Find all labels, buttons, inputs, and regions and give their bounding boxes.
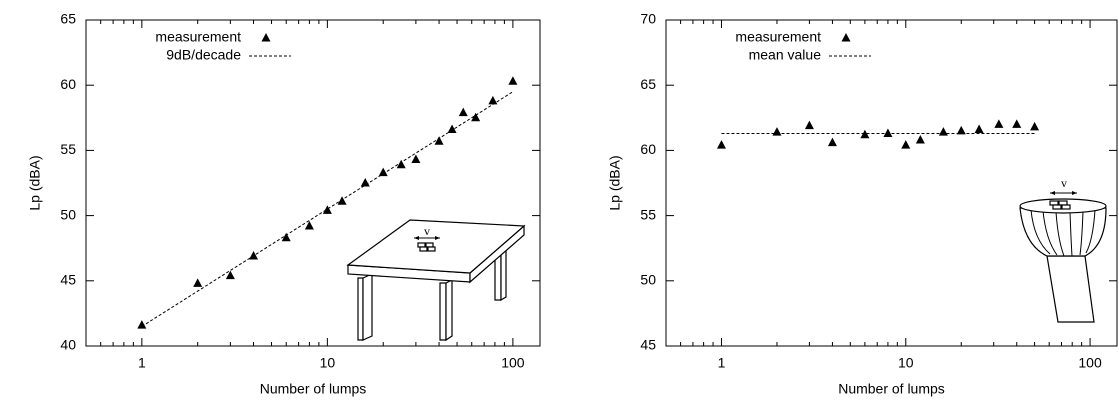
data-point bbox=[396, 159, 406, 169]
data-point bbox=[1030, 121, 1040, 131]
y-tick-label: 40 bbox=[60, 337, 76, 353]
data-point bbox=[860, 129, 870, 139]
data-point bbox=[716, 140, 726, 149]
y-tick-label: 50 bbox=[60, 206, 76, 222]
data-point bbox=[378, 167, 388, 177]
data-point bbox=[883, 128, 893, 137]
legend-label: measurement bbox=[735, 29, 821, 45]
data-point bbox=[915, 134, 925, 144]
annotation: v bbox=[424, 224, 430, 238]
x-tick-label: 10 bbox=[898, 355, 914, 371]
x-axis-label: Number of lumps bbox=[838, 381, 945, 397]
y-axis-label: Lp (dBA) bbox=[27, 155, 43, 210]
data-point bbox=[447, 124, 457, 134]
y-tick-label: 45 bbox=[60, 272, 76, 288]
y-tick-label: 50 bbox=[640, 272, 656, 288]
y-tick-label: 65 bbox=[60, 11, 76, 27]
y-tick-label: 70 bbox=[640, 11, 656, 27]
data-point bbox=[434, 136, 444, 145]
legend-label: mean value bbox=[749, 47, 822, 63]
x-tick-label: 1 bbox=[138, 355, 146, 371]
x-tick-label: 1 bbox=[718, 355, 726, 371]
x-axis-label: Number of lumps bbox=[260, 381, 367, 397]
data-point bbox=[772, 127, 782, 136]
x-tick-label: 100 bbox=[1078, 355, 1102, 371]
legend-marker bbox=[261, 33, 271, 42]
data-point bbox=[471, 112, 481, 122]
annotation: v bbox=[1061, 176, 1067, 190]
plot-frame bbox=[85, 19, 541, 347]
plot-frame bbox=[665, 19, 1118, 347]
y-tick-label: 55 bbox=[60, 141, 76, 157]
drum-illustration bbox=[1019, 191, 1107, 323]
y-tick-label: 60 bbox=[640, 141, 656, 157]
y-tick-label: 65 bbox=[640, 76, 656, 92]
legend-label: 9dB/decade bbox=[166, 47, 241, 63]
data-point bbox=[337, 196, 347, 205]
table-illustration bbox=[346, 219, 526, 342]
data-point bbox=[956, 125, 966, 135]
x-tick-label: 10 bbox=[320, 355, 336, 371]
data-point bbox=[458, 107, 468, 117]
data-point bbox=[804, 120, 814, 130]
data-point bbox=[304, 221, 314, 230]
data-point bbox=[938, 127, 948, 136]
data-point bbox=[225, 270, 235, 280]
data-point bbox=[360, 178, 370, 187]
data-point bbox=[411, 154, 421, 164]
data-point bbox=[974, 124, 984, 134]
data-point bbox=[488, 95, 498, 105]
data-point bbox=[827, 137, 837, 147]
data-point bbox=[994, 119, 1004, 128]
data-point bbox=[322, 205, 332, 214]
data-point bbox=[508, 76, 518, 85]
data-point bbox=[281, 232, 291, 242]
data-point bbox=[137, 320, 147, 329]
legend-label: measurement bbox=[155, 29, 241, 45]
y-tick-label: 55 bbox=[640, 206, 656, 222]
data-point bbox=[901, 140, 911, 149]
y-axis-label: Lp (dBA) bbox=[607, 155, 623, 210]
x-tick-label: 100 bbox=[501, 355, 525, 371]
data-line bbox=[141, 91, 514, 327]
y-tick-label: 60 bbox=[60, 76, 76, 92]
data-point bbox=[1012, 119, 1022, 128]
y-tick-label: 45 bbox=[640, 337, 656, 353]
data-point bbox=[193, 278, 203, 287]
legend-marker bbox=[841, 33, 851, 42]
